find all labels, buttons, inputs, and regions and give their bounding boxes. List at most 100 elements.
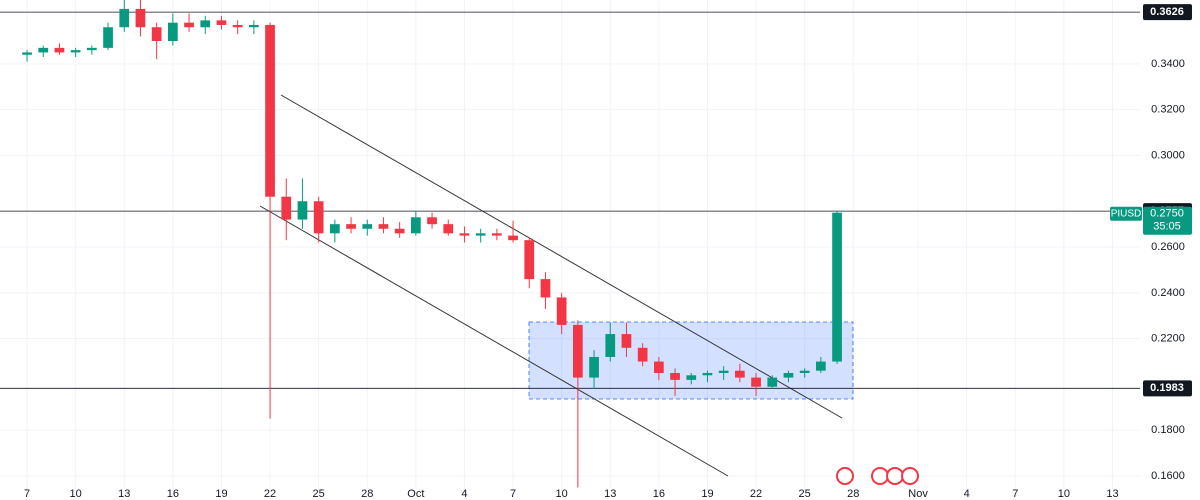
channel-lower [259, 205, 729, 477]
axis-labels: 7 10 13 16 19 22 25 28 Oct 4 7 10 13 16 19 22 25 28 Nov 4 7 1… [24, 4, 1192, 500]
x-tick-label: 16 [167, 488, 179, 500]
x-tick-label: 28 [361, 488, 373, 500]
candle-body [329, 224, 340, 234]
x-tick-label: 7 [24, 488, 30, 500]
x-tick-label: 7 [510, 488, 516, 500]
x-tick-label: 13 [604, 488, 616, 500]
candle-body [200, 20, 211, 28]
x-tick-label: 4 [461, 488, 467, 500]
x-tick-label: 28 [847, 488, 859, 500]
candle-body [491, 233, 502, 236]
candle-body [70, 50, 81, 53]
candle-body [216, 20, 227, 25]
x-tick-label: 13 [1106, 488, 1118, 500]
x-tick-label: 19 [701, 488, 713, 500]
x-tick-label: 25 [799, 488, 811, 500]
candle-body [556, 297, 567, 325]
candles [22, 0, 842, 488]
event-icon[interactable] [886, 467, 904, 485]
candle-body [151, 27, 162, 41]
candle-body [751, 377, 761, 387]
event-icon[interactable] [871, 467, 889, 485]
event-icon[interactable] [836, 467, 854, 485]
candle-body [38, 47, 49, 53]
candle-body [508, 235, 518, 241]
y-tick-label: 0.3400 [1151, 58, 1185, 70]
candle-body [119, 8, 130, 28]
price-label-box [1143, 380, 1192, 397]
event-icons [836, 467, 919, 485]
x-tick-label: 22 [264, 488, 276, 500]
candle-body [686, 375, 697, 380]
candle-body [346, 224, 356, 229]
candle-body [232, 24, 243, 28]
candle-body [621, 334, 632, 348]
y-tick-label: 0.2200 [1151, 333, 1185, 345]
y-tick-label: 0.3000 [1151, 149, 1185, 161]
candle-body [184, 22, 194, 28]
x-tick-label: 7 [1012, 488, 1018, 500]
x-tick-label: Nov [908, 488, 928, 500]
event-icon[interactable] [901, 467, 919, 485]
x-tick-label: 22 [750, 488, 762, 500]
price-label: 0.3626 [1150, 6, 1184, 18]
candle-body [637, 347, 648, 362]
candle-body [653, 361, 664, 373]
candle-body [589, 356, 599, 378]
candle-body [815, 361, 826, 371]
candle-body [783, 372, 794, 378]
countdown-label: 35:05 [1153, 221, 1181, 233]
x-tick-label: 10 [556, 488, 568, 500]
candle-body [394, 228, 405, 234]
grid [0, 0, 1140, 490]
candle-body [670, 372, 680, 380]
channel-upper [280, 94, 843, 419]
candle-body [22, 52, 32, 55]
candle-body [281, 196, 292, 220]
x-tick-label: 19 [215, 488, 227, 500]
candle-body [702, 372, 713, 376]
price-label-box [1143, 4, 1192, 21]
y-tick-label: 0.1600 [1151, 470, 1185, 482]
candle-body [265, 24, 275, 197]
candle-body [297, 201, 308, 220]
symbol-label: PIUSD [1111, 208, 1142, 219]
symbol-box [1110, 206, 1142, 221]
candle-body [54, 47, 65, 53]
y-tick-label: 0.2600 [1151, 241, 1185, 253]
candle-body [378, 224, 389, 229]
candle-body [248, 24, 259, 28]
candle-body [767, 377, 778, 387]
x-tick-label: 25 [313, 488, 325, 500]
candle-body [443, 224, 454, 234]
x-tick-label: 10 [1058, 488, 1070, 500]
candle-body [718, 370, 729, 373]
last-price-box [1143, 206, 1192, 235]
candle-body [86, 47, 97, 51]
candle-body [313, 201, 324, 234]
candle-body [167, 22, 178, 41]
candle-body [135, 8, 146, 28]
x-tick-label: 4 [964, 488, 970, 500]
x-tick-label: 10 [70, 488, 82, 500]
candle-body [524, 240, 535, 280]
candle-body [362, 224, 373, 229]
candle-body [410, 217, 421, 234]
candle-body [427, 217, 437, 225]
range-box [528, 321, 854, 400]
y-tick-label: 0.1800 [1151, 424, 1185, 436]
price-lines [0, 11, 1140, 389]
x-tick-label: 16 [653, 488, 665, 500]
last-price-label: 0.2750 [1150, 208, 1184, 220]
candle-body [572, 324, 583, 378]
candle-body [540, 279, 551, 298]
price-label: 0.1983 [1150, 382, 1184, 394]
candle-body [459, 233, 470, 236]
candle-body [832, 212, 842, 362]
x-tick-label: Oct [407, 488, 424, 500]
candle-body [799, 370, 810, 373]
candle-body [605, 334, 616, 357]
candle-body [475, 233, 486, 236]
candle-body [734, 370, 745, 378]
